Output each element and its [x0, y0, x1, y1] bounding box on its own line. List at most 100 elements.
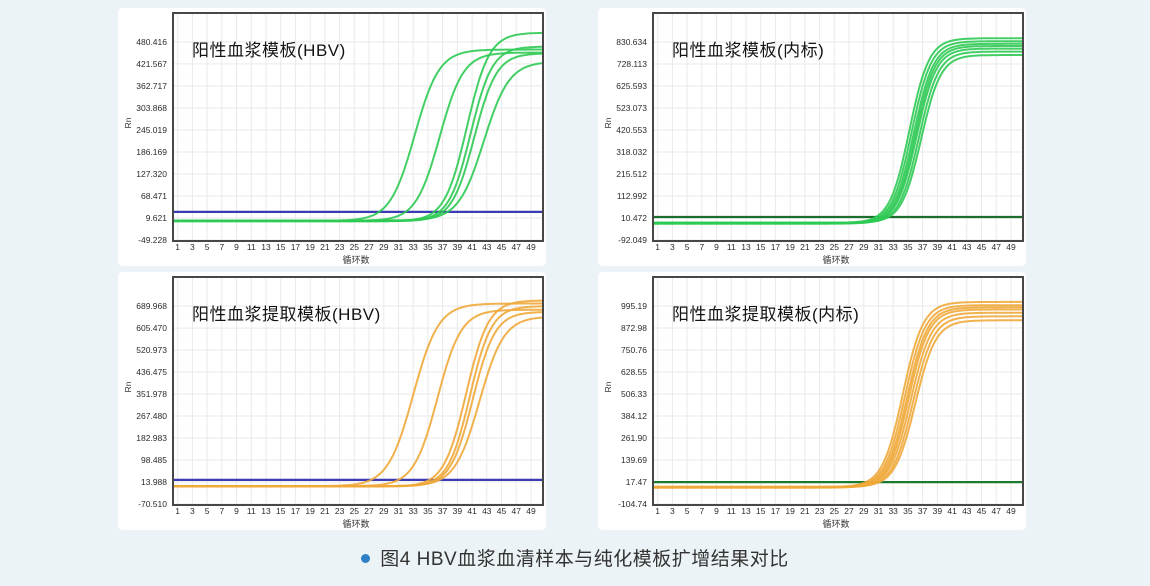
x-tick-label: 49	[1006, 242, 1016, 252]
x-axis-ticks: 1 3 5 7 9 11 13 15 17 19 21 23 25 27 29 31 33 35 37 39 41 43 4…	[118, 242, 546, 253]
x-tick-label: 29	[859, 242, 869, 252]
x-tick-label: 19	[785, 506, 795, 516]
amplification-curve	[654, 319, 1022, 488]
x-tick-label: 5	[684, 506, 690, 516]
x-tick-label: 5	[204, 242, 210, 252]
x-tick-label: 23	[814, 242, 825, 252]
y-tick-label: 17.47	[625, 477, 647, 487]
x-tick-label: 17	[290, 242, 301, 252]
amplification-curves-svg	[654, 14, 1022, 240]
plot-area	[652, 12, 1024, 242]
x-tick-label: 35	[903, 506, 913, 516]
x-tick-label: 1	[655, 506, 661, 516]
y-tick-label: -70.510	[138, 499, 167, 509]
x-tick-label: 1	[175, 242, 181, 252]
x-tick-label: 3	[190, 242, 195, 252]
bullet-icon	[361, 554, 371, 563]
x-tick-label: 23	[334, 506, 345, 516]
x-tick-label: 7	[699, 506, 705, 516]
x-tick-label: 11	[726, 242, 736, 252]
y-tick-label: -49.228	[138, 235, 167, 245]
x-axis-label: 循环数	[342, 519, 370, 529]
x-tick-label: 33	[888, 242, 898, 252]
y-tick-label: 689.968	[136, 301, 167, 312]
x-tick-label: 21	[320, 242, 330, 252]
x-tick-label: 33	[408, 506, 418, 516]
y-tick-label: 112.992	[616, 190, 647, 201]
x-tick-label: 27	[844, 242, 854, 252]
y-tick-label: 872.98	[621, 323, 647, 334]
y-tick-label: 384.12	[621, 411, 647, 422]
x-tick-label: 13	[741, 506, 751, 516]
y-axis-ticks: 689.968 605.470 520.973 436.475 351.978 267.4…	[118, 272, 167, 509]
y-tick-label: 421.567	[136, 58, 167, 69]
y-tick-label: 127.320	[136, 168, 167, 179]
x-tick-label: 1	[175, 506, 181, 516]
y-tick-label: 728.113	[616, 58, 647, 69]
x-tick-label: 35	[903, 242, 913, 252]
x-tick-label: 27	[364, 506, 374, 516]
x-tick-label: 9	[234, 242, 239, 252]
x-tick-label: 49	[1006, 506, 1016, 516]
x-tick-label: 43	[482, 242, 492, 252]
x-tick-label: 31	[873, 506, 884, 516]
y-tick-label: 436.475	[136, 367, 167, 378]
figure-caption: 图4 HBV血浆血清样本与纯化模板扩增结果对比	[0, 544, 1150, 571]
amplification-curve	[174, 316, 542, 488]
x-tick-label: 29	[859, 506, 869, 516]
chart-title: 阳性血浆模板(HBV)	[192, 41, 346, 60]
x-tick-label: 5	[204, 506, 210, 516]
x-tick-label: 41	[467, 506, 477, 516]
x-tick-label: 9	[714, 242, 719, 252]
plot-area	[652, 276, 1024, 506]
x-tick-label: 39	[932, 242, 943, 252]
chart-positive-plasma-template-internal-control: 阳性血浆模板(内标) Rn 830.634 728.113 625.593 523.0…	[598, 8, 1026, 266]
y-tick-label: 182.983	[136, 433, 167, 444]
y-tick-label: 9.621	[145, 212, 167, 223]
x-tick-label: 1	[655, 242, 661, 252]
chart-title: 阳性血浆提取模板(HBV)	[192, 305, 381, 324]
x-tick-label: 45	[976, 242, 987, 252]
x-tick-label: 11	[726, 506, 736, 516]
x-axis-ticks: 1 3 5 7 9 11 13 15 17 19 21 23 25 27 29 31 33 35 37 39 41 43 4…	[598, 242, 1026, 253]
y-tick-label: 13.988	[141, 477, 167, 487]
x-tick-label: 33	[888, 506, 898, 516]
x-tick-label: 41	[947, 506, 957, 516]
x-tick-label: 25	[349, 242, 360, 252]
x-tick-label: 7	[219, 506, 225, 516]
x-tick-label: 47	[991, 506, 1001, 516]
x-tick-label: 3	[190, 506, 195, 516]
x-tick-label: 17	[770, 506, 781, 516]
x-tick-label: 37	[917, 506, 928, 516]
y-tick-label: -92.049	[618, 235, 647, 245]
x-tick-label: 29	[379, 242, 389, 252]
y-tick-label: 523.073	[616, 102, 647, 113]
x-tick-label: 15	[755, 506, 766, 516]
y-tick-label: 261.90	[621, 433, 647, 443]
x-tick-label: 3	[670, 506, 675, 516]
y-tick-label: -104.74	[618, 499, 647, 509]
x-tick-label: 47	[511, 242, 521, 252]
x-tick-label: 41	[947, 242, 957, 252]
x-tick-label: 19	[785, 242, 795, 252]
x-tick-label: 27	[364, 242, 374, 252]
x-tick-label: 19	[305, 506, 315, 516]
x-axis-label: 循环数	[822, 255, 850, 265]
x-tick-label: 23	[334, 242, 345, 252]
y-tick-label: 628.55	[621, 367, 647, 378]
y-axis-ticks: 995.19 872.98 750.76 628.55 506.33 384.12 261.…	[598, 272, 647, 509]
y-tick-label: 420.553	[616, 124, 647, 135]
x-tick-label: 33	[408, 242, 418, 252]
x-axis-ticks: 1 3 5 7 9 11 13 15 17 19 21 23 25 27 29 31 33 35 37 39 41 43 4…	[118, 506, 546, 517]
y-tick-label: 303.868	[136, 102, 167, 113]
x-tick-label: 49	[526, 506, 536, 516]
amplification-curves-svg	[654, 278, 1022, 504]
x-tick-label: 31	[393, 242, 404, 252]
x-tick-label: 39	[932, 506, 943, 516]
x-tick-label: 21	[800, 506, 810, 516]
y-tick-label: 68.471	[141, 190, 167, 201]
x-tick-label: 19	[305, 242, 315, 252]
x-tick-label: 49	[526, 242, 536, 252]
x-tick-label: 21	[320, 506, 330, 516]
x-tick-label: 31	[873, 242, 884, 252]
